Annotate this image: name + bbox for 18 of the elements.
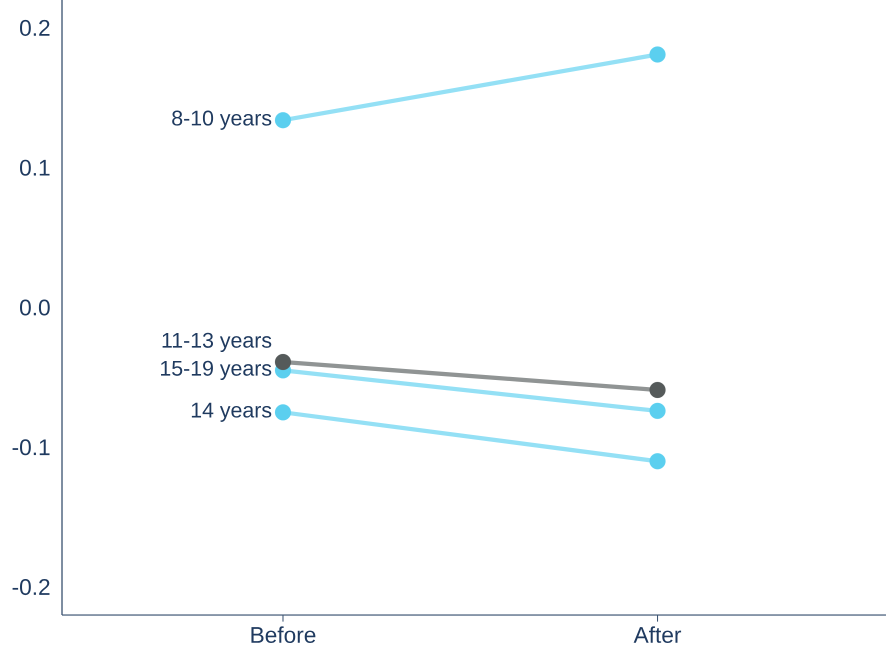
- y-tick-label: 0.1: [20, 160, 50, 176]
- point: [274, 112, 292, 128]
- series-label: 14 years: [192, 402, 272, 422]
- y-tick-label: 0.0: [20, 299, 50, 316]
- series-label: 8-10 years: [172, 110, 272, 130]
- y-tick-label: -0.1: [12, 439, 50, 456]
- y-tick-label: -0.2: [12, 579, 50, 596]
- point: [274, 354, 292, 370]
- x-tick-label: Before: [251, 626, 316, 643]
- point: [649, 453, 666, 470]
- point: [649, 382, 666, 398]
- point: [274, 404, 292, 420]
- series-label: 11-13 years: [162, 332, 272, 352]
- point: [649, 402, 666, 419]
- point: [649, 46, 666, 63]
- series-label: 15-19 years: [161, 360, 272, 380]
- y-tick-label: 0.2: [20, 20, 50, 36]
- x-tick-label: After: [634, 626, 682, 643]
